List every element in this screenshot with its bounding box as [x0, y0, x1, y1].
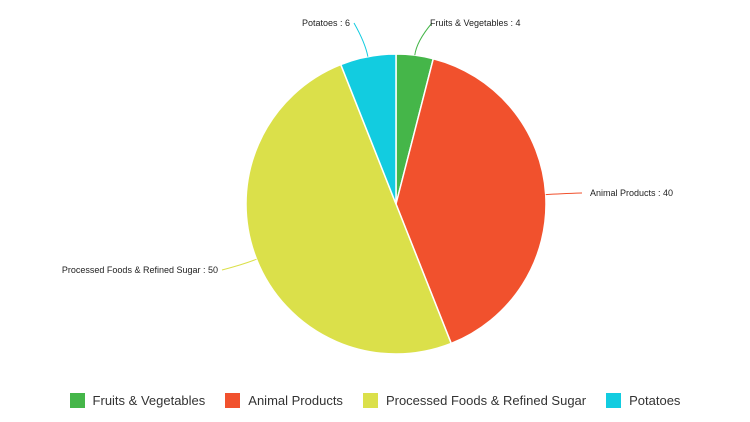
chart-legend: Fruits & Vegetables Animal Products Proces…	[0, 390, 750, 410]
legend-swatch	[225, 392, 241, 408]
pie-slices	[245, 53, 547, 355]
legend-swatch	[606, 392, 622, 408]
pie-slice-processed-foods-refined-sugar[interactable]	[245, 63, 453, 355]
leader-line	[221, 258, 257, 271]
slice-label: Fruits & Vegetables : 4	[430, 18, 521, 28]
legend-item[interactable]: Potatoes	[606, 392, 681, 408]
pie-slice-animal-products[interactable]	[395, 57, 547, 345]
legend-item[interactable]: Animal Products	[225, 392, 343, 408]
legend-label: Potatoes	[629, 392, 681, 408]
slice-label: Animal Products : 40	[590, 188, 673, 198]
leader-line	[545, 192, 583, 196]
legend-label: Fruits & Vegetables	[92, 392, 206, 408]
slice-label: Processed Foods & Refined Sugar : 50	[62, 265, 218, 275]
slice-labels: Fruits & Vegetables : 4 Animal Products :…	[62, 18, 673, 275]
slice-label: Potatoes : 6	[302, 18, 350, 28]
legend-swatch	[362, 392, 378, 408]
legend-item[interactable]: Processed Foods & Refined Sugar	[362, 392, 587, 408]
legend-item[interactable]: Fruits & Vegetables	[69, 392, 206, 408]
legend-swatch	[69, 392, 85, 408]
legend-label: Processed Foods & Refined Sugar	[385, 392, 587, 408]
leader-line	[414, 22, 433, 56]
label-leader-lines	[221, 22, 583, 271]
legend-label: Animal Products	[248, 392, 343, 408]
leader-line	[353, 22, 369, 57]
